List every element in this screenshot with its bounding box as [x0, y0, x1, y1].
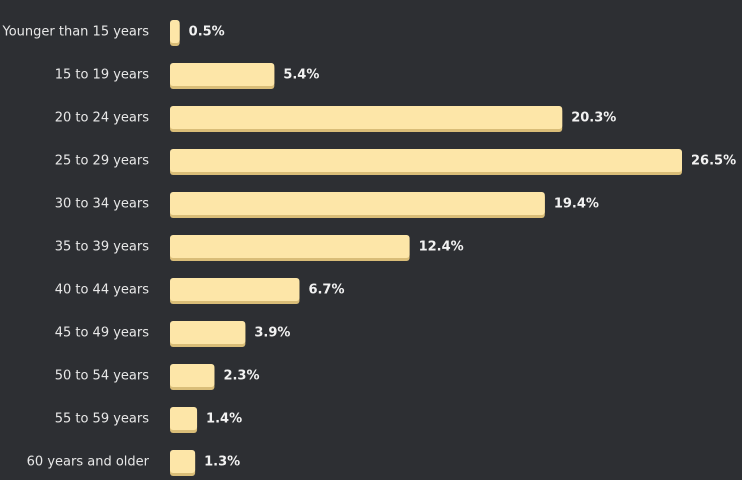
category-label-45-to-49-years: 45 to 49 years: [55, 326, 150, 341]
bar-60-years-and-older: [170, 450, 196, 476]
bar-40-to-44-years: [170, 278, 300, 304]
category-label-25-to-29-years: 25 to 29 years: [55, 154, 150, 169]
category-label-40-to-44-years: 40 to 44 years: [55, 283, 150, 298]
bar-face: [170, 450, 196, 473]
category-labels: Younger than 15 years 15 to 19 years 20 to…: [2, 25, 150, 470]
bar-face: [170, 321, 246, 344]
category-label-15-to-19-years: 15 to 19 years: [55, 68, 150, 83]
bar-face: [170, 235, 410, 258]
bar-face: [170, 63, 275, 86]
value-label-20-to-24-years: 20.3%: [571, 111, 616, 126]
value-label-25-to-29-years: 26.5%: [691, 154, 736, 169]
value-label-younger-than-15-years: 0.5%: [189, 25, 225, 40]
value-label-50-to-54-years: 2.3%: [223, 369, 259, 384]
category-label-35-to-39-years: 35 to 39 years: [55, 240, 150, 255]
bar-face: [170, 407, 198, 430]
category-label-50-to-54-years: 50 to 54 years: [55, 369, 150, 384]
value-label-15-to-19-years: 5.4%: [283, 68, 319, 83]
category-label-younger-than-15-years: Younger than 15 years: [2, 25, 150, 40]
category-label-60-years-and-older: 60 years and older: [27, 455, 150, 470]
value-label-40-to-44-years: 6.7%: [308, 283, 344, 298]
bar-50-to-54-years: [170, 364, 215, 390]
category-label-30-to-34-years: 30 to 34 years: [55, 197, 150, 212]
category-label-20-to-24-years: 20 to 24 years: [55, 111, 150, 126]
value-label-35-to-39-years: 12.4%: [419, 240, 464, 255]
bar-face: [170, 20, 180, 43]
category-label-55-to-59-years: 55 to 59 years: [55, 412, 150, 427]
bar-45-to-49-years: [170, 321, 246, 347]
bar-face: [170, 364, 215, 387]
value-label-60-years-and-older: 1.3%: [204, 455, 240, 470]
bar-younger-than-15-years: [170, 20, 180, 46]
bar-15-to-19-years: [170, 63, 275, 89]
bars: [170, 20, 682, 476]
value-label-45-to-49-years: 3.9%: [254, 326, 290, 341]
bar-25-to-29-years: [170, 149, 682, 175]
bar-face: [170, 149, 682, 172]
bar-35-to-39-years: [170, 235, 410, 261]
bar-30-to-34-years: [170, 192, 545, 218]
value-label-30-to-34-years: 19.4%: [554, 197, 599, 212]
bar-face: [170, 278, 300, 301]
bar-20-to-24-years: [170, 106, 563, 132]
bar-face: [170, 192, 545, 215]
value-label-55-to-59-years: 1.4%: [206, 412, 242, 427]
value-labels: 0.5% 5.4% 20.3% 26.5% 19.4% 12.4% 6.7% 3.9% 2.3%…: [189, 25, 736, 470]
bar-55-to-59-years: [170, 407, 198, 433]
bar-face: [170, 106, 563, 129]
